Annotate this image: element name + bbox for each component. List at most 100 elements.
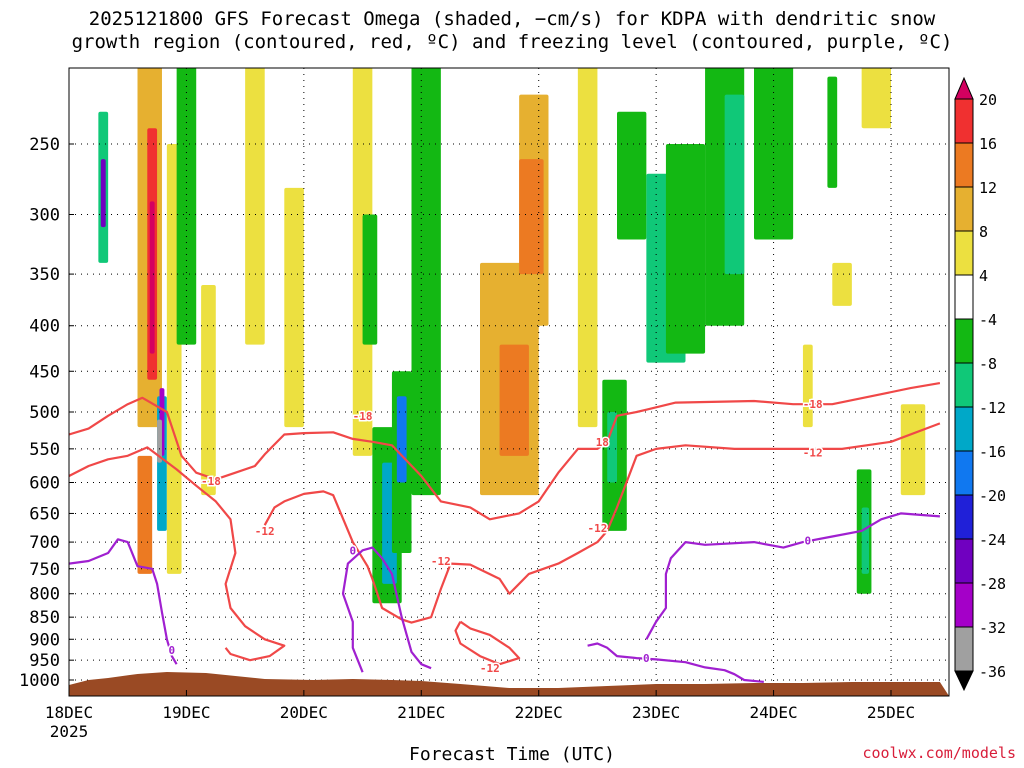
omega-cell	[245, 68, 265, 345]
omega-cell	[396, 396, 407, 483]
contour-label: -12	[803, 446, 823, 459]
colorbar-label: -36	[979, 663, 1006, 681]
colorbar-box	[954, 450, 974, 496]
y-tick-label: 450	[29, 362, 60, 382]
colorbar-box	[954, 494, 974, 540]
x-tick-label: 23DEC	[632, 703, 680, 722]
omega-cell	[137, 455, 153, 574]
y-tick-label: 350	[29, 265, 60, 285]
omega-cell	[176, 68, 197, 345]
y-tick-label: 300	[29, 205, 60, 225]
colorbar-box	[954, 538, 974, 584]
omega-cell	[802, 344, 813, 428]
omega-shading	[98, 68, 926, 604]
colorbar-label: 20	[979, 91, 997, 109]
omega-cell	[724, 94, 745, 275]
colorbar-label: -28	[979, 575, 1006, 593]
colorbar-box	[954, 406, 974, 452]
colorbar-label: -32	[979, 619, 1006, 637]
contour-line	[263, 422, 941, 624]
x-tick-label: 21DEC	[397, 703, 445, 722]
colorbar-label: 16	[979, 135, 997, 153]
omega-cell	[157, 419, 162, 463]
omega-cell	[665, 144, 706, 354]
colorbar-label: -16	[979, 443, 1006, 461]
colorbar-box	[954, 626, 974, 672]
colorbar-box	[954, 230, 974, 276]
contour-line	[341, 546, 432, 673]
y-tick-label: 250	[29, 135, 60, 155]
contour-label: -18	[803, 398, 823, 411]
y-axis: 2503003504004505005506006507007508008509…	[19, 135, 74, 691]
contour-label: 18	[596, 436, 609, 449]
y-tick-label: 700	[29, 533, 60, 553]
omega-cell	[754, 68, 794, 240]
omega-cell	[832, 262, 852, 306]
colorbar-box	[954, 186, 974, 232]
y-tick-label: 550	[29, 440, 60, 460]
y-tick-label: 1000	[19, 671, 60, 691]
contour-label: -12	[255, 525, 275, 538]
x-tick-label: 22DEC	[515, 703, 563, 722]
contour-label: 0	[805, 534, 812, 547]
omega-cell	[411, 68, 441, 496]
contour-line	[69, 446, 286, 662]
omega-cell	[499, 344, 529, 456]
omega-cell	[201, 284, 216, 496]
terrain-fill	[69, 672, 949, 696]
colorbar-label: -4	[979, 311, 997, 329]
omega-cell	[284, 187, 304, 428]
y-tick-label: 600	[29, 473, 60, 493]
contour-line	[454, 620, 521, 666]
colorbar-box	[954, 582, 974, 628]
colorbar-label: 12	[979, 179, 997, 197]
contour-line	[69, 538, 178, 665]
colorbar-label: -8	[979, 355, 997, 373]
contour-label: 0	[643, 652, 650, 665]
contour-line	[645, 512, 940, 640]
contour-label: -12	[587, 522, 607, 535]
contour-line	[587, 642, 764, 683]
colorbar-label: -24	[979, 531, 1006, 549]
omega-cell	[861, 507, 869, 574]
colorbar-box	[954, 318, 974, 364]
credit-text: coolwx.com/models	[862, 744, 1016, 762]
y-tick-label: 800	[29, 585, 60, 605]
omega-cell	[900, 404, 926, 496]
colorbar-label: -12	[979, 399, 1006, 417]
y-tick-label: 650	[29, 504, 60, 524]
ground-surface	[69, 672, 949, 696]
x-axis-label: Forecast Time (UTC)	[409, 744, 615, 765]
x-tick-label: 25DEC	[867, 703, 915, 722]
x-tick-label: 19DEC	[162, 703, 210, 722]
contour-label: 0	[349, 544, 356, 557]
x-tick-label: 24DEC	[749, 703, 797, 722]
colorbar-box	[954, 142, 974, 188]
plot-frame	[68, 67, 950, 697]
x-tick-label: 18DEC	[45, 703, 93, 722]
omega-cell	[577, 68, 598, 428]
contour-line	[69, 382, 941, 521]
temperature-contours: -18 -18 18 -18 -12 -12 -12 -12 -12 0 0 0 0	[69, 382, 941, 683]
colorbar-label: 8	[979, 223, 988, 241]
colorbar-label: 4	[979, 267, 988, 285]
contour-label: -18	[201, 475, 221, 488]
chart-title-line2: growth region (contoured, red, ºC) and f…	[71, 31, 953, 53]
contour-label: -18	[353, 410, 373, 423]
x-tick-sublabel: 2025	[50, 722, 89, 741]
y-tick-label: 900	[29, 630, 60, 650]
colorbar-top-arrow	[954, 76, 974, 100]
omega-cell	[352, 68, 373, 456]
contour-label: 0	[168, 644, 175, 657]
contour-label: -12	[480, 662, 500, 675]
colorbar-box	[954, 98, 974, 144]
colorbar-bottom-arrow	[954, 670, 974, 692]
colorbar-box	[954, 274, 974, 320]
omega-cell	[100, 159, 106, 228]
x-tick-label: 20DEC	[280, 703, 328, 722]
chart-title-line1: 2025121800 GFS Forecast Omega (shaded, −…	[88, 8, 936, 30]
colorbar-box	[954, 362, 974, 408]
omega-cell	[607, 412, 617, 483]
